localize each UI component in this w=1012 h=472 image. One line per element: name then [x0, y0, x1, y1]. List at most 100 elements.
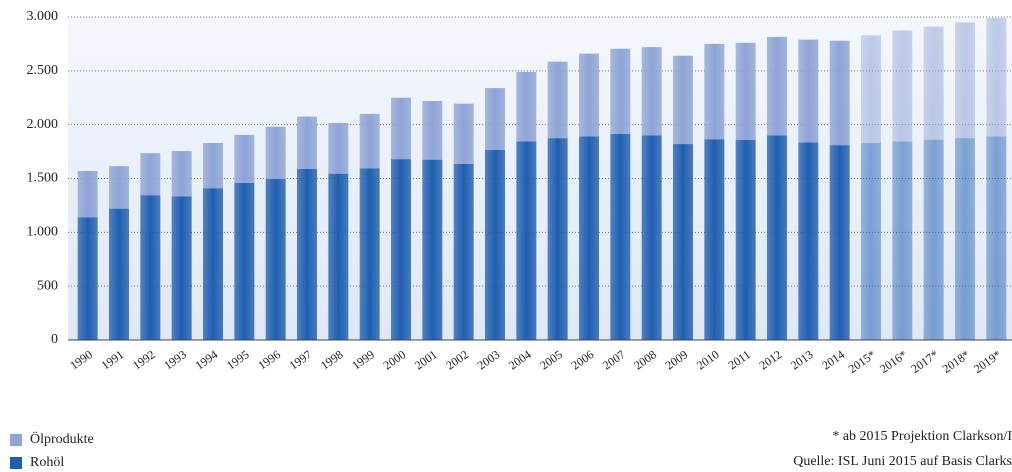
bar-segment	[892, 30, 913, 142]
x-tick-label: 1998	[318, 347, 346, 372]
footnote: * ab 2015 Projektion Clarkson/I	[832, 429, 1012, 444]
bar-segment	[265, 126, 286, 180]
bar-segment	[641, 47, 662, 136]
x-tick-label: 2005	[537, 347, 565, 372]
x-tick-label: 2014	[819, 347, 847, 372]
x-tick-label: 2000	[381, 347, 409, 372]
bar-segment	[516, 141, 537, 340]
bar-segment	[297, 168, 317, 340]
bar-segment	[297, 116, 317, 169]
bar-segment	[610, 133, 631, 340]
x-tick-label: 2016*	[877, 347, 910, 376]
bar-segment	[829, 145, 850, 340]
legend-label: Rohöl	[30, 455, 64, 470]
x-tick-label: 2002	[443, 347, 471, 372]
bar-segment	[453, 103, 474, 164]
bar-segment	[735, 42, 756, 140]
bar-segment	[673, 144, 693, 340]
bar-segment	[203, 142, 223, 189]
x-tick-label: 2007	[600, 347, 628, 372]
x-tick-label: 2011	[726, 347, 753, 372]
x-tick-label: 2009	[663, 347, 691, 372]
bar-segment	[203, 188, 223, 340]
bar-segment	[798, 39, 819, 143]
x-tick-label: 2003	[475, 347, 503, 372]
bar-segment	[798, 142, 819, 340]
x-tick-label: 1997	[287, 347, 315, 372]
y-tick-label: 1.500	[27, 171, 59, 186]
bar-segment	[861, 35, 881, 143]
x-tick-label: 2008	[631, 347, 659, 372]
bar-segment	[579, 53, 599, 137]
bar-segment	[892, 141, 913, 340]
bar-segment	[453, 163, 474, 340]
x-tick-label: 1999	[349, 347, 377, 372]
bar-segment	[485, 88, 505, 150]
legend-swatch	[10, 434, 22, 446]
x-tick-label: 2012	[757, 347, 785, 372]
bar-segment	[77, 170, 98, 218]
bar-segment	[359, 168, 380, 340]
x-tick-label: 2001	[412, 347, 440, 372]
bar-segment	[265, 179, 286, 340]
bar-segment	[234, 134, 255, 183]
bar-segment	[673, 55, 693, 145]
x-tick-label: 1994	[193, 347, 221, 372]
bar-segment	[955, 138, 975, 340]
x-tick-label: 1993	[161, 347, 189, 372]
bar-segment	[579, 136, 599, 340]
x-tick-label: 2019*	[971, 347, 1004, 376]
bar-segment	[109, 166, 129, 209]
y-tick-label: 1.000	[27, 225, 59, 240]
bar-segment	[391, 97, 411, 160]
bar-segment	[767, 135, 787, 340]
x-tick-label: 2017*	[908, 347, 941, 376]
bar-segment	[547, 61, 568, 139]
bar-segment	[986, 18, 1007, 137]
bar-segment	[140, 195, 161, 340]
bar-segment	[704, 43, 725, 140]
bar-segment	[77, 217, 98, 340]
y-tick-label: 500	[37, 278, 58, 293]
bar-segment	[955, 22, 975, 139]
y-tick-label: 2.500	[27, 63, 59, 78]
legend-swatch	[10, 457, 22, 469]
x-tick-label: 2015*	[846, 347, 879, 376]
x-tick-label: 2010	[694, 347, 722, 372]
bar-segment	[861, 142, 881, 340]
bar-segment	[610, 48, 631, 134]
bar-segment	[171, 151, 192, 197]
bar-segment	[140, 153, 161, 196]
x-tick-label: 2018*	[940, 347, 973, 376]
bar-segment	[516, 71, 537, 142]
bar-segment	[704, 139, 725, 340]
bar-segment	[328, 173, 349, 340]
bar-segment	[328, 123, 349, 174]
bar-segment	[829, 40, 850, 146]
x-tick-label: 1990	[67, 347, 95, 372]
bar-segment	[422, 100, 443, 160]
bar-segment	[485, 149, 505, 340]
x-tick-label: 1992	[130, 347, 158, 372]
bar-segment	[391, 159, 411, 340]
x-tick-label: 2013	[788, 347, 816, 372]
bar-segment	[641, 135, 662, 340]
legend-label: Ölprodukte	[30, 430, 94, 447]
bar-segment	[422, 159, 443, 340]
bar-segment	[923, 139, 944, 340]
bar-segment	[109, 208, 129, 340]
x-tick-label: 1991	[99, 347, 127, 372]
x-tick-label: 1995	[224, 347, 252, 372]
bar-segment	[359, 113, 380, 169]
y-tick-label: 3.000	[27, 9, 59, 24]
bar-segment	[767, 36, 787, 136]
y-tick-label: 0	[51, 332, 58, 347]
source-note: Quelle: ISL Juni 2015 auf Basis Clarks	[793, 454, 1012, 469]
y-tick-label: 2.000	[27, 117, 59, 132]
bar-segment	[171, 196, 192, 340]
x-tick-label: 2006	[569, 347, 597, 372]
bar-segment	[234, 182, 255, 340]
bar-segment	[735, 139, 756, 340]
bar-segment	[547, 138, 568, 340]
